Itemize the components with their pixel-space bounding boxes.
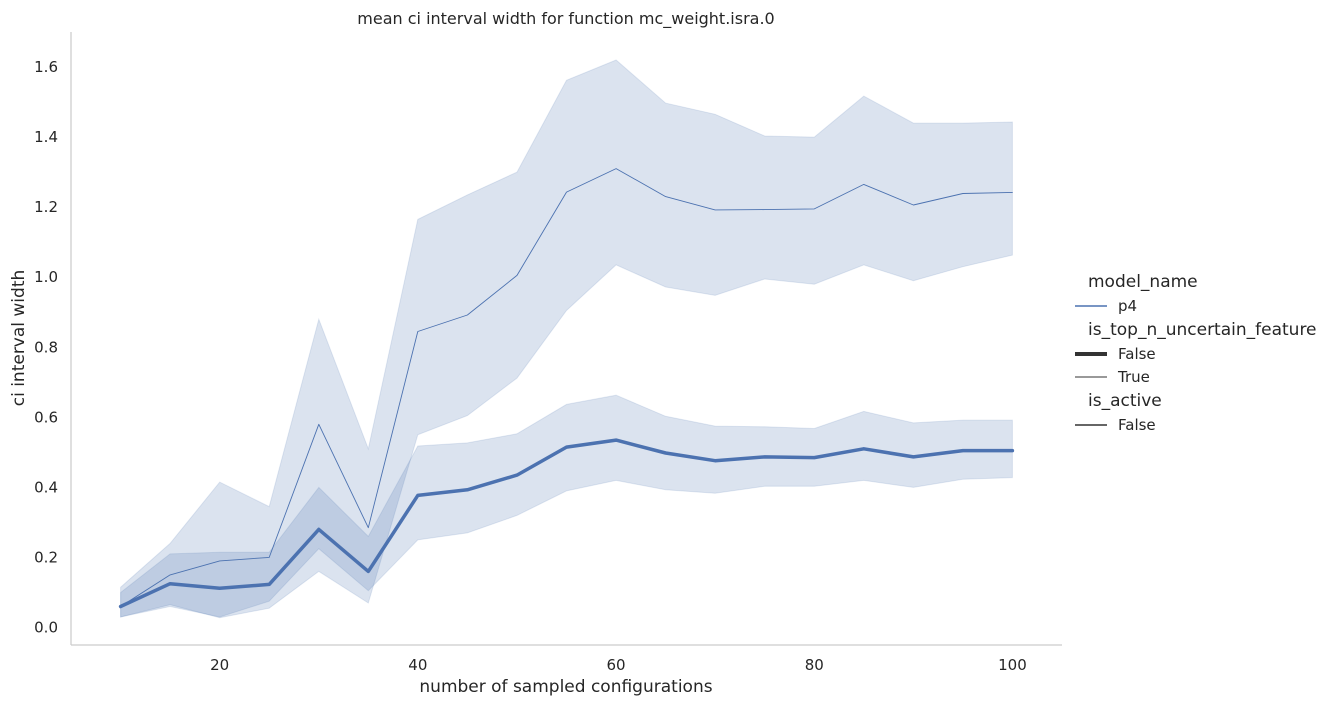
axes — [70, 32, 1062, 646]
legend-entry-label: p4 — [1118, 297, 1137, 315]
x-tick-label: 80 — [805, 656, 824, 674]
legend: model_name p4 is_top_n_uncertain_feature Fa… — [1075, 272, 1317, 434]
series-line-top-n-false — [118, 438, 1015, 609]
ci-bands — [120, 59, 1013, 619]
legend-entry-label: True — [1117, 368, 1150, 386]
x-axis-label: number of sampled configurations — [419, 677, 712, 697]
x-tick-label: 20 — [210, 656, 229, 674]
y-ticks: 0.0 0.2 0.4 0.6 0.8 1.0 1.2 1.4 1.6 — [34, 58, 58, 636]
y-tick-label: 0.6 — [34, 408, 58, 426]
y-tick-label: 0.8 — [34, 338, 58, 356]
ci-band-top-n-false — [120, 394, 1013, 618]
legend-title: is_active — [1088, 391, 1162, 411]
series-lines — [118, 168, 1015, 609]
legend-title: model_name — [1088, 272, 1198, 292]
chart-title: mean ci interval width for function mc_w… — [357, 9, 774, 29]
x-tick-label: 60 — [607, 656, 626, 674]
legend-entry-label: False — [1118, 416, 1156, 434]
y-tick-label: 1.4 — [34, 128, 58, 146]
x-ticks: 20 40 60 80 100 — [210, 656, 1027, 674]
y-tick-label: 1.2 — [34, 198, 58, 216]
legend-entry-label: False — [1118, 345, 1156, 363]
y-tick-label: 0.2 — [34, 548, 58, 566]
y-tick-label: 1.6 — [34, 58, 58, 76]
legend-title: is_top_n_uncertain_feature — [1088, 320, 1317, 340]
y-tick-label: 0.0 — [34, 618, 58, 636]
ci-band-top-n-true — [120, 59, 1013, 619]
y-tick-label: 1.0 — [34, 268, 58, 286]
series-line-top-n-true — [120, 168, 1013, 607]
y-tick-label: 0.4 — [34, 478, 58, 496]
x-tick-label: 100 — [998, 656, 1027, 674]
y-axis-label: ci interval width — [9, 270, 29, 407]
x-tick-label: 40 — [408, 656, 427, 674]
